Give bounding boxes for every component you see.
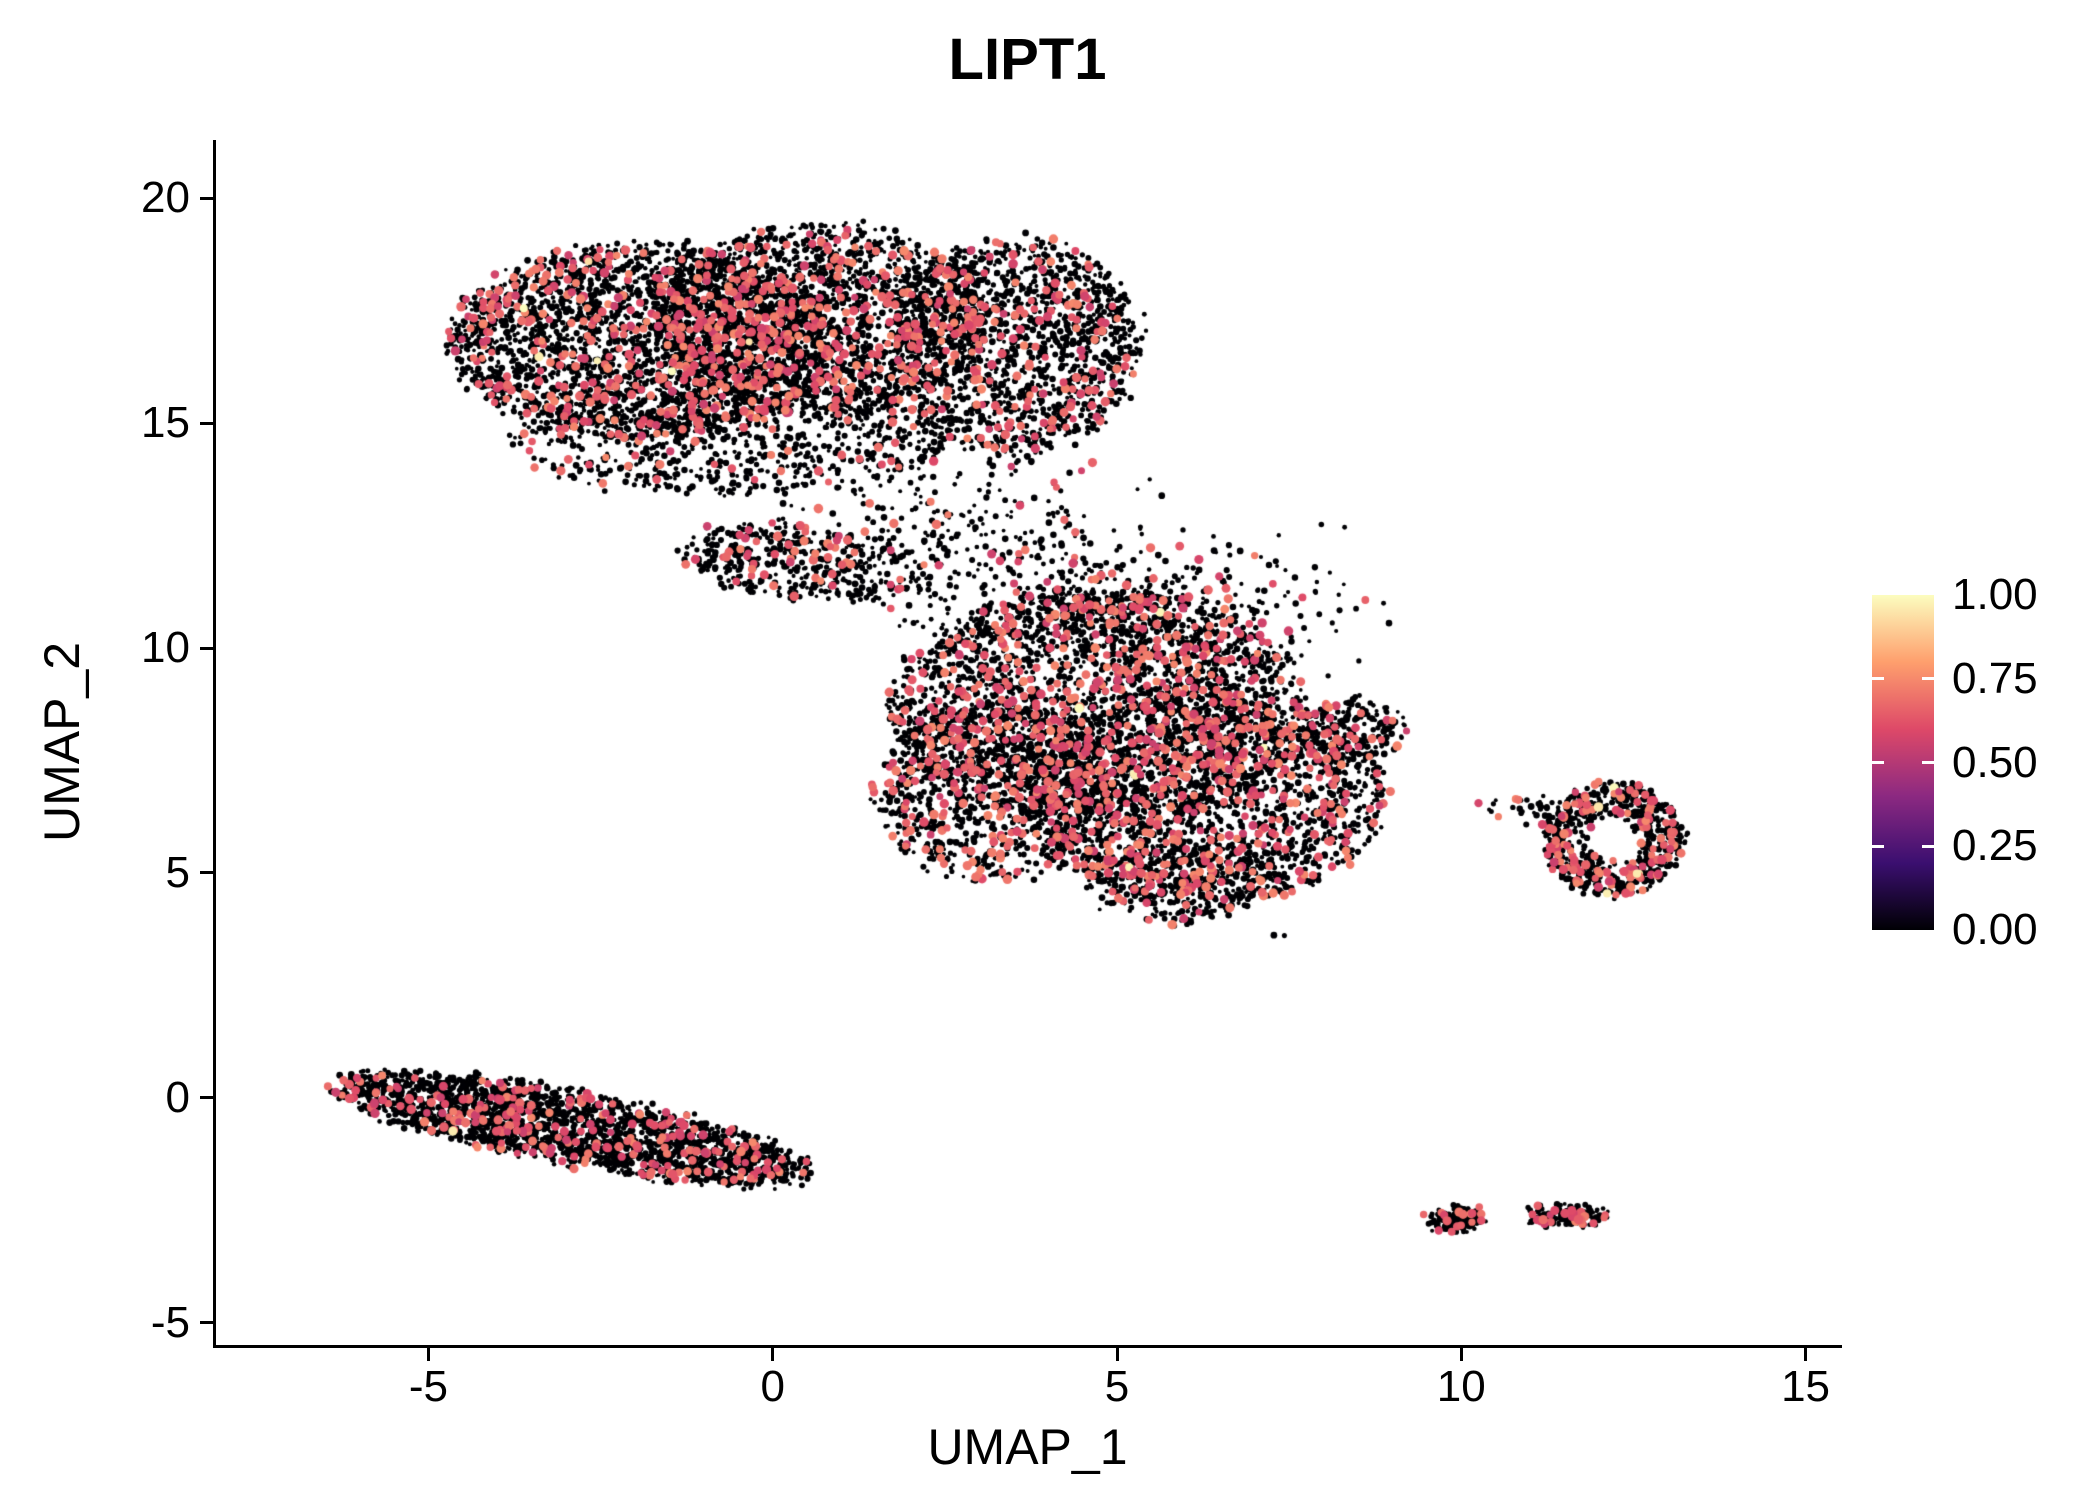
- y-tick-mark: [200, 1096, 213, 1100]
- x-tick-mark: [1804, 1348, 1808, 1361]
- colorbar-tick-mark: [1872, 844, 1884, 848]
- scatter-points-canvas: [215, 140, 1840, 1345]
- y-tick-mark: [200, 1321, 213, 1325]
- y-axis-line: [213, 140, 216, 1348]
- colorbar-tick-label: 0.75: [1952, 653, 2038, 703]
- x-tick-mark: [1459, 1348, 1463, 1361]
- x-tick-label: 10: [1436, 1362, 1486, 1411]
- colorbar-tick-label: 1.00: [1952, 570, 2038, 619]
- colorbar-tick-label: 0.50: [1952, 737, 2038, 787]
- x-tick-mark: [771, 1348, 775, 1361]
- x-axis-title: UMAP_1: [927, 1419, 1128, 1475]
- plot-title: LIPT1: [948, 27, 1107, 92]
- y-axis-title: UMAP_2: [34, 641, 90, 843]
- y-tick-mark: [200, 421, 213, 425]
- x-tick-label: 0: [760, 1362, 785, 1411]
- colorbar-tick-mark: [1872, 677, 1884, 681]
- colorbar-tick-mark: [1922, 761, 1934, 764]
- x-tick-mark: [1115, 1348, 1119, 1361]
- y-tick-mark: [200, 196, 213, 200]
- y-tick-label: 15: [141, 398, 190, 448]
- y-tick-label: 5: [165, 847, 190, 897]
- y-tick-label: -5: [150, 1297, 190, 1347]
- x-tick-label: 5: [1104, 1362, 1130, 1411]
- y-tick-mark: [200, 646, 213, 650]
- colorbar-tick-label: 0.25: [1952, 821, 2038, 871]
- y-tick-label: 20: [141, 173, 190, 223]
- colorbar-tick-mark: [1872, 761, 1884, 764]
- y-tick-label: 10: [141, 623, 190, 673]
- colorbar-tick-mark: [1922, 844, 1934, 848]
- y-tick-label: 0: [165, 1072, 190, 1122]
- colorbar-tick-label: 0.00: [1952, 905, 2038, 954]
- x-tick-label: -5: [408, 1362, 449, 1411]
- x-tick-mark: [426, 1348, 430, 1361]
- x-axis-line: [213, 1345, 1842, 1348]
- x-tick-label: 15: [1781, 1362, 1831, 1411]
- y-tick-mark: [200, 871, 213, 875]
- colorbar-tick-mark: [1922, 677, 1934, 681]
